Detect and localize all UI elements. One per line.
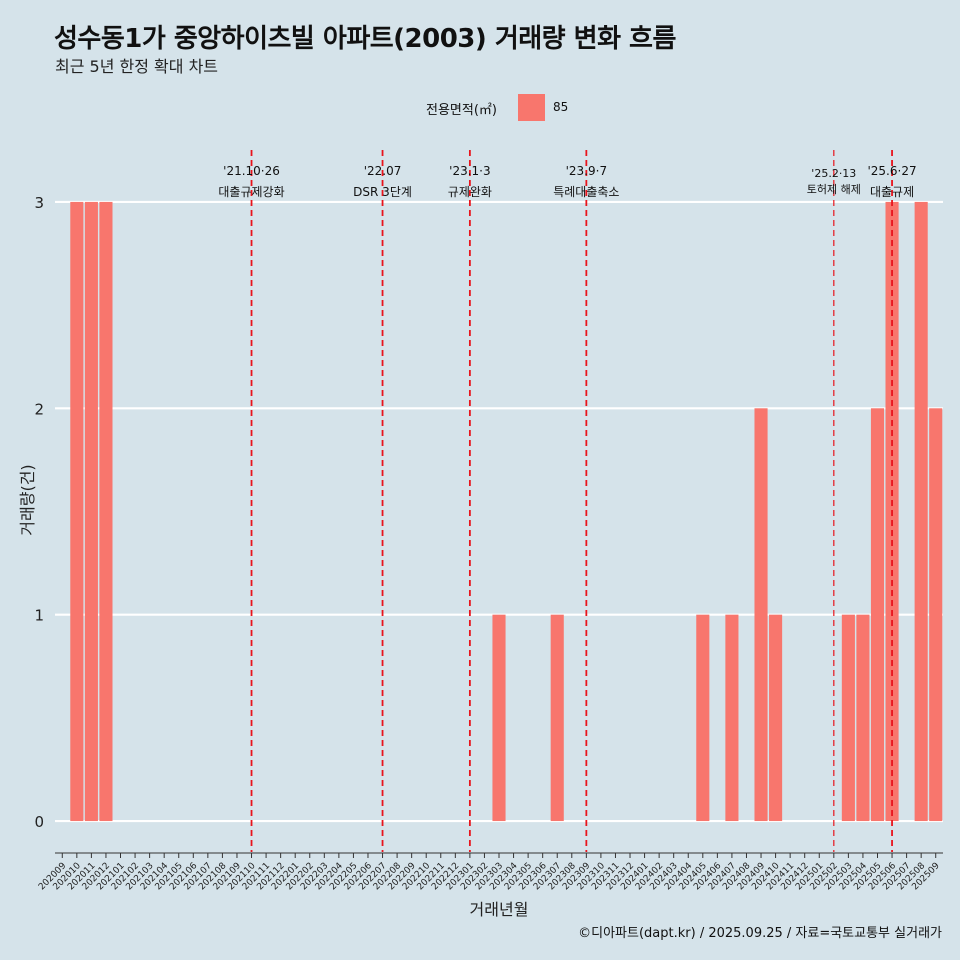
event-name-label: 대출규제강화	[218, 185, 284, 199]
bar-202409	[754, 408, 768, 822]
legend: 전용면적(㎡) 85	[0, 93, 960, 123]
event-date-label: '21.10·26	[223, 164, 280, 178]
bar-202508	[914, 201, 928, 822]
x-axis-title: 거래년월	[470, 900, 529, 919]
bar-202012	[99, 201, 113, 822]
y-tick-label: 3	[34, 194, 44, 212]
event-date-label: '22.07	[364, 164, 402, 178]
event-name-label: DSR 3단계	[353, 185, 412, 199]
y-axis-title: 거래량(건)	[18, 464, 37, 535]
bar-202505	[870, 408, 885, 822]
bar-202407	[725, 614, 739, 822]
caption: ©디아파트(dapt.kr) / 2025.09.25 / 자료=국토교통부 실…	[578, 926, 942, 941]
event-date-label: '25.6·27	[867, 164, 916, 178]
bar-202410	[769, 614, 783, 822]
bar-202509	[929, 408, 943, 822]
legend-key	[518, 94, 545, 121]
event-date-label: '25.2·13	[811, 167, 856, 180]
bar-202503	[841, 614, 855, 822]
event-name-label: 특례대출축소	[553, 185, 619, 199]
bar-202405	[696, 614, 710, 822]
y-tick-label: 2	[34, 400, 44, 418]
event-name-label: 토허제 해제	[807, 182, 861, 196]
event-date-label: '23.9·7	[566, 164, 607, 178]
event-name-label: 대출규제	[870, 185, 914, 199]
bar-202307	[550, 614, 564, 822]
legend-label: 85	[553, 100, 569, 114]
y-tick-label: 0	[34, 813, 44, 831]
chart-subtitle: 최근 5년 한정 확대 차트	[55, 57, 219, 76]
event-date-label: '23.1·3	[449, 164, 490, 178]
chart-title: 성수동1가 중앙하이츠빌 아파트(2003) 거래량 변화 흐름	[54, 24, 676, 54]
y-tick-label: 1	[34, 607, 44, 625]
event-name-label: 규제완화	[448, 185, 492, 199]
bar-202010	[70, 201, 84, 822]
bar-202504	[856, 614, 870, 822]
bar-202303	[492, 614, 506, 822]
legend-title: 전용면적(㎡)	[426, 103, 497, 118]
bar-202011	[84, 201, 98, 822]
